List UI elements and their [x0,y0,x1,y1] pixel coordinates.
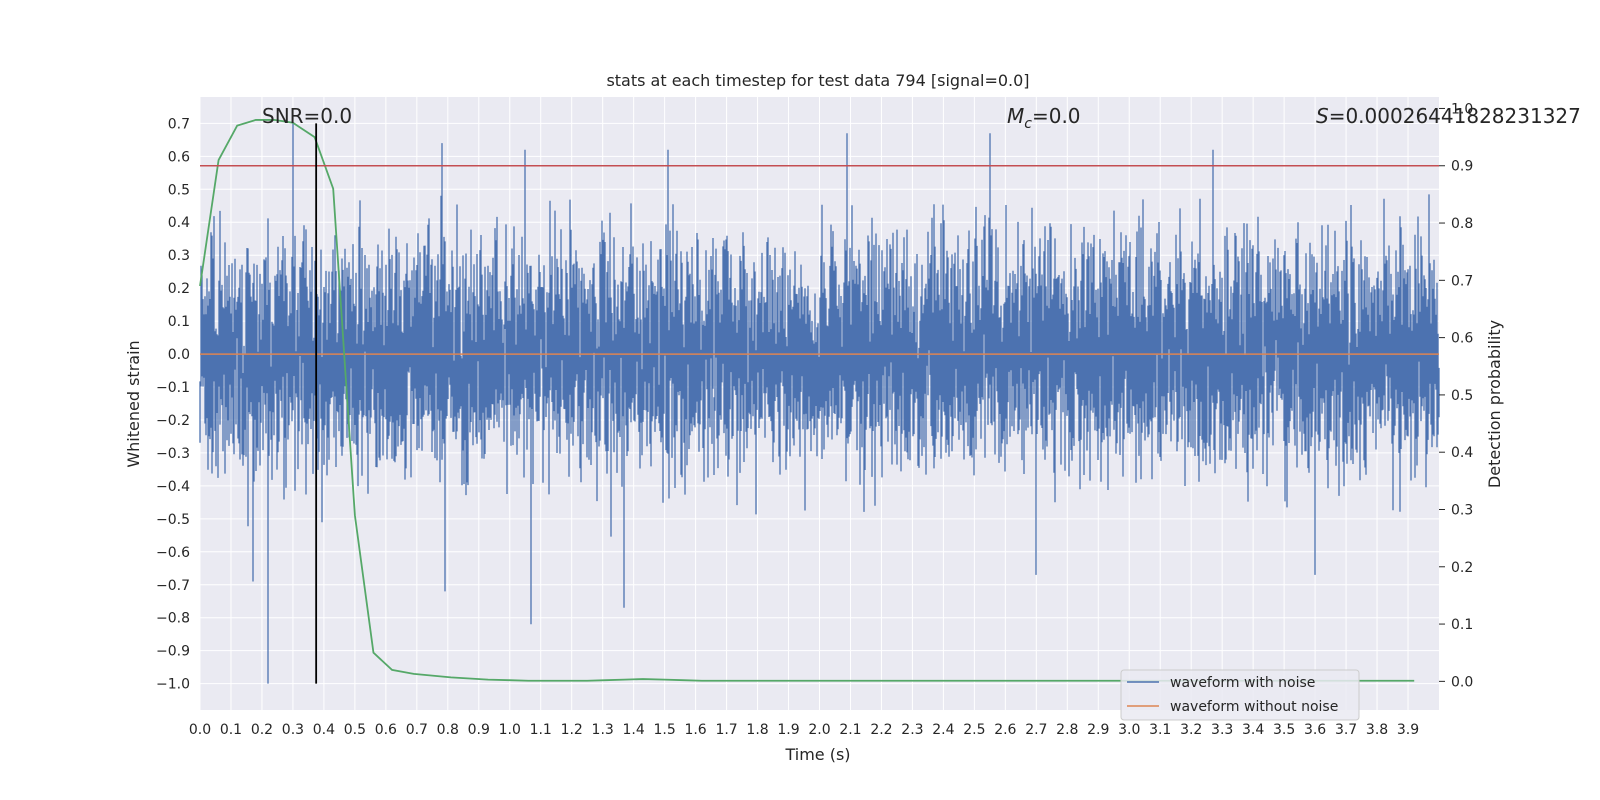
x-tick-label: 0.4 [313,722,335,738]
x-tick-label: 3.2 [1180,722,1202,738]
x-tick-label: 1.7 [715,722,737,738]
x-tick-label: 1.4 [623,722,645,738]
mc-subscript: c [1024,116,1032,132]
y2-tick-label: 0.4 [1451,445,1473,461]
x-tick-label: 3.0 [1118,722,1140,738]
x-tick-label: 3.5 [1273,722,1295,738]
y2-tick-label: 0.0 [1451,674,1473,690]
x-tick-label: 2.1 [839,722,861,738]
x-tick-label: 2.3 [901,722,923,738]
x-tick-label: 3.3 [1211,722,1233,738]
x-tick-label: 0.9 [468,722,490,738]
y-tick-label: −0.4 [156,479,190,495]
y-tick-label: −0.9 [156,644,190,660]
x-tick-label: 3.8 [1366,722,1388,738]
y-tick-label: 0.7 [168,116,190,132]
x-tick-label: 3.9 [1397,722,1419,738]
x-tick-label: 0.2 [251,722,273,738]
y2-tick-label: 0.1 [1451,617,1473,633]
y2-tick-label: 1.0 [1451,101,1473,117]
y2-tick-label: 0.2 [1451,560,1473,576]
x-tick-label: 1.5 [653,722,675,738]
mc-symbol: M [1007,104,1024,128]
x-tick-label: 1.2 [561,722,583,738]
mc-annotation: Mc=0.0 [1007,104,1081,132]
y-tick-label: 0.6 [168,149,190,165]
x-tick-label: 1.1 [530,722,552,738]
y-tick-label: 0.5 [168,182,190,198]
mc-value: =0.0 [1032,104,1081,128]
y2-axis-title: Detection probability [1485,320,1504,488]
x-tick-label: 0.1 [220,722,242,738]
s-value: =0.00026441828231327 [1329,104,1581,128]
x-tick-label: 0.7 [406,722,428,738]
y2-axis-ticks: 1.0 0.9 0.8 0.7 0.6 0.5 0.4 0.3 0.2 0.1 0.0 [1439,101,1473,690]
x-tick-label: 0.0 [189,722,211,738]
x-tick-label: 0.3 [282,722,304,738]
x-tick-label: 3.7 [1335,722,1357,738]
x-tick-label: 3.6 [1304,722,1326,738]
x-tick-label: 2.2 [870,722,892,738]
x-tick-label: 2.5 [963,722,985,738]
y-tick-label: −0.8 [156,611,190,627]
x-tick-label: 1.3 [592,722,614,738]
x-tick-label: 2.4 [932,722,954,738]
y-tick-label: 0.0 [168,347,190,363]
x-tick-label: 1.0 [499,722,521,738]
y2-tick-label: 0.3 [1451,502,1473,518]
x-tick-label: 1.9 [777,722,799,738]
x-tick-label: 2.9 [1087,722,1109,738]
y-axis-title: Whitened strain [124,340,143,467]
y-axis-ticks: 0.7 0.6 0.5 0.4 0.3 0.2 0.1 0.0 −0.1 −0.2 −0.3 −0.4… [156,116,190,692]
x-tick-label: 0.6 [375,722,397,738]
x-tick-label: 0.8 [437,722,459,738]
x-axis-title: Time (s) [784,745,850,764]
legend-label-with-noise: waveform with noise [1170,675,1315,691]
x-tick-label: 2.8 [1056,722,1078,738]
legend: waveform with noise waveform without noi… [1120,669,1360,721]
x-tick-label: 1.8 [746,722,768,738]
y-tick-label: −0.7 [156,578,190,594]
y-tick-label: −0.6 [156,545,190,561]
legend-box [1120,669,1360,721]
y-tick-label: −0.1 [156,380,190,396]
y2-tick-label: 0.9 [1451,159,1473,175]
x-tick-label: 2.7 [1025,722,1047,738]
x-tick-label: 0.5 [344,722,366,738]
y-tick-label: 0.2 [168,281,190,297]
y-tick-label: −0.2 [156,413,190,429]
x-tick-label: 2.6 [994,722,1016,738]
legend-label-without-noise: waveform without noise [1170,699,1338,715]
s-annotation: S=0.00026441828231327 [1316,104,1581,128]
y-tick-label: −0.3 [156,446,190,462]
x-tick-label: 3.1 [1149,722,1171,738]
chart-title: stats at each timestep for test data 794… [606,71,1029,90]
x-tick-label: 1.6 [684,722,706,738]
y2-tick-label: 0.8 [1451,216,1473,232]
y-tick-label: 0.3 [168,248,190,264]
snr-annotation: SNR=0.0 [262,104,352,128]
x-tick-label: 2.0 [808,722,830,738]
y2-tick-label: 0.6 [1451,331,1473,347]
y-tick-label: −0.5 [156,512,190,528]
y2-tick-label: 0.5 [1451,388,1473,404]
y-tick-label: 0.1 [168,314,190,330]
s-symbol: S [1316,104,1329,128]
x-axis-ticks: 0.0 0.1 0.2 0.3 0.4 0.5 0.6 0.7 0.8 0.9 1.0 1.1 1.2 1… [189,722,1419,738]
y-tick-label: 0.4 [168,215,190,231]
y-tick-label: −1.0 [156,677,190,693]
x-tick-label: 3.4 [1242,722,1264,738]
y2-tick-label: 0.7 [1451,273,1473,289]
